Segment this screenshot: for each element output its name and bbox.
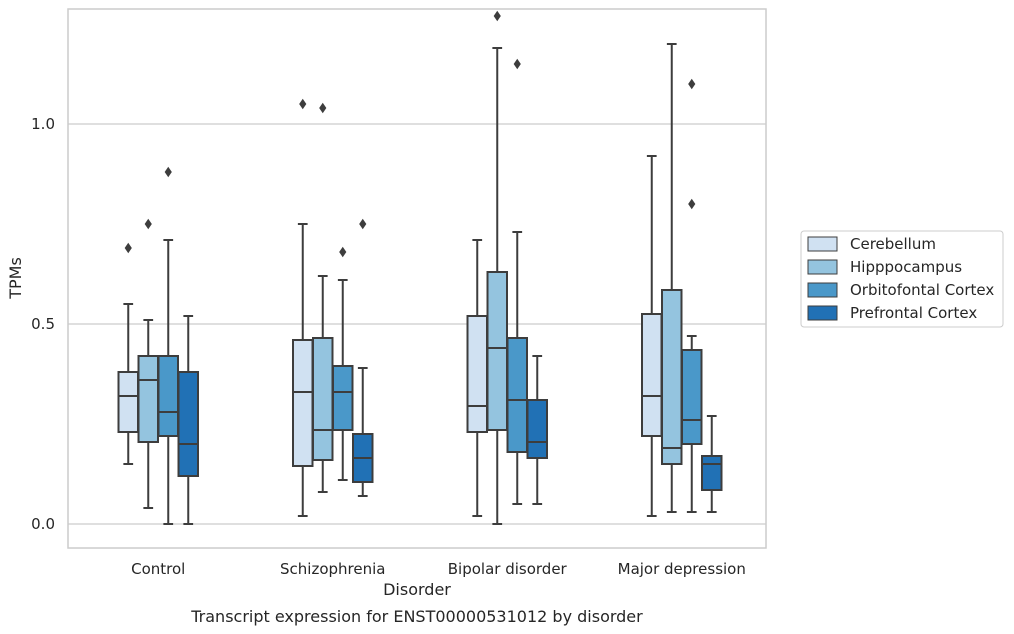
legend-label: Prefrontal Cortex — [850, 304, 977, 322]
legend-label: Hipppocampus — [850, 258, 962, 276]
box-iqr — [177, 371, 199, 477]
box-3-3 — [701, 415, 723, 513]
x-tick-label: Schizophrenia — [280, 560, 385, 578]
box-iqr — [701, 455, 723, 491]
outlier-point — [688, 198, 696, 210]
box-iqr — [292, 339, 314, 467]
legend-swatch — [807, 282, 838, 298]
box-2-2 — [506, 58, 528, 505]
box-iqr — [312, 337, 334, 461]
box-1-1 — [312, 102, 334, 493]
outlier-point — [513, 58, 521, 70]
legend-label: Orbitofontal Cortex — [850, 281, 994, 299]
box-iqr — [681, 349, 703, 445]
y-tick-label: 0.0 — [31, 515, 55, 533]
outlier-point — [164, 166, 172, 178]
legend-swatch — [807, 236, 838, 252]
box-iqr — [157, 355, 179, 437]
box-1-0 — [292, 98, 314, 517]
y-axis-label: TPMs — [6, 257, 25, 300]
box-0-3 — [177, 315, 199, 525]
chart-caption: Transcript expression for ENST0000053101… — [190, 607, 643, 626]
box-iqr — [466, 315, 488, 433]
y-tick-labels: 0.00.51.01.52.02.5 — [31, 115, 55, 533]
box-3-2 — [681, 78, 703, 513]
outlier-point — [359, 218, 367, 230]
x-tick-label: Bipolar disorder — [448, 560, 568, 578]
outlier-point — [319, 102, 327, 114]
outlier-point — [339, 246, 347, 258]
box-iqr — [486, 271, 508, 431]
box-0-0 — [117, 242, 139, 465]
plot-area — [67, 8, 767, 549]
legend-swatch — [807, 305, 838, 321]
box-iqr — [332, 365, 354, 431]
outlier-point — [144, 218, 152, 230]
x-axis-label: Disorder — [383, 580, 451, 599]
box-iqr — [117, 371, 139, 433]
box-iqr — [506, 337, 528, 453]
x-tick-label: Major depression — [618, 560, 746, 578]
box-0-2 — [157, 166, 179, 525]
legend-swatch — [807, 259, 838, 275]
box-iqr — [661, 289, 683, 465]
x-tick-label: Control — [131, 560, 185, 578]
legend-label: Cerebellum — [850, 235, 936, 253]
legend: Cerebellum Hipppocampus Orbitofontal Corte… — [800, 230, 1004, 328]
box-3-0 — [641, 155, 663, 517]
box-iqr — [137, 355, 159, 443]
outlier-point — [688, 78, 696, 90]
box-iqr — [641, 313, 663, 437]
legend-frame — [800, 230, 1004, 328]
outlier-point — [493, 10, 501, 22]
outlier-point — [299, 98, 307, 110]
box-2-3 — [526, 355, 548, 505]
box-iqr — [526, 399, 548, 459]
box-1-3 — [352, 218, 374, 497]
box-1-2 — [332, 246, 354, 481]
outlier-point — [124, 242, 132, 254]
box-groups — [117, 10, 723, 525]
x-tick-labels: Control Schizophrenia Bipolar disorder Majo… — [131, 560, 746, 578]
y-tick-label: 0.5 — [31, 315, 55, 333]
y-tick-label: 1.0 — [31, 115, 55, 133]
